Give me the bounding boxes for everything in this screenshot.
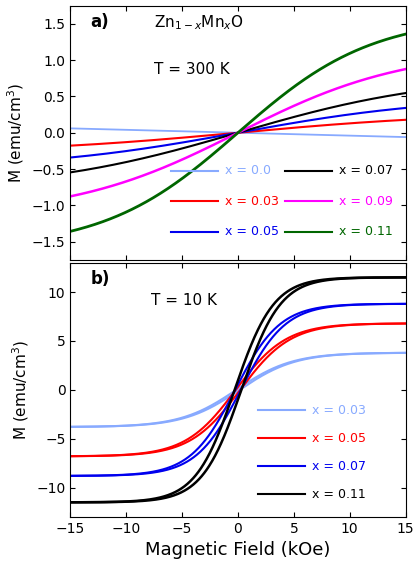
Text: x = 0.0: x = 0.0 [225,164,270,177]
Text: x = 0.07: x = 0.07 [312,460,366,473]
Text: x = 0.07: x = 0.07 [339,164,393,177]
Y-axis label: M (emu/cm$^3$): M (emu/cm$^3$) [10,340,31,440]
Text: a): a) [90,13,109,31]
Text: x = 0.11: x = 0.11 [339,225,392,238]
Y-axis label: M (emu/cm$^3$): M (emu/cm$^3$) [5,82,26,183]
Text: b): b) [90,270,110,288]
Text: x = 0.11: x = 0.11 [312,488,365,501]
Text: x = 0.03: x = 0.03 [225,195,278,208]
Text: Zn$_{1-x}$Mn$_x$O: Zn$_{1-x}$Mn$_x$O [154,13,244,32]
Text: x = 0.05: x = 0.05 [225,225,278,238]
X-axis label: Magnetic Field (kOe): Magnetic Field (kOe) [145,541,331,559]
Text: T = 300 K: T = 300 K [154,62,230,76]
Text: T = 10 K: T = 10 K [151,293,217,308]
Text: x = 0.03: x = 0.03 [312,404,366,417]
Text: x = 0.09: x = 0.09 [339,195,392,208]
Text: x = 0.05: x = 0.05 [312,432,366,445]
